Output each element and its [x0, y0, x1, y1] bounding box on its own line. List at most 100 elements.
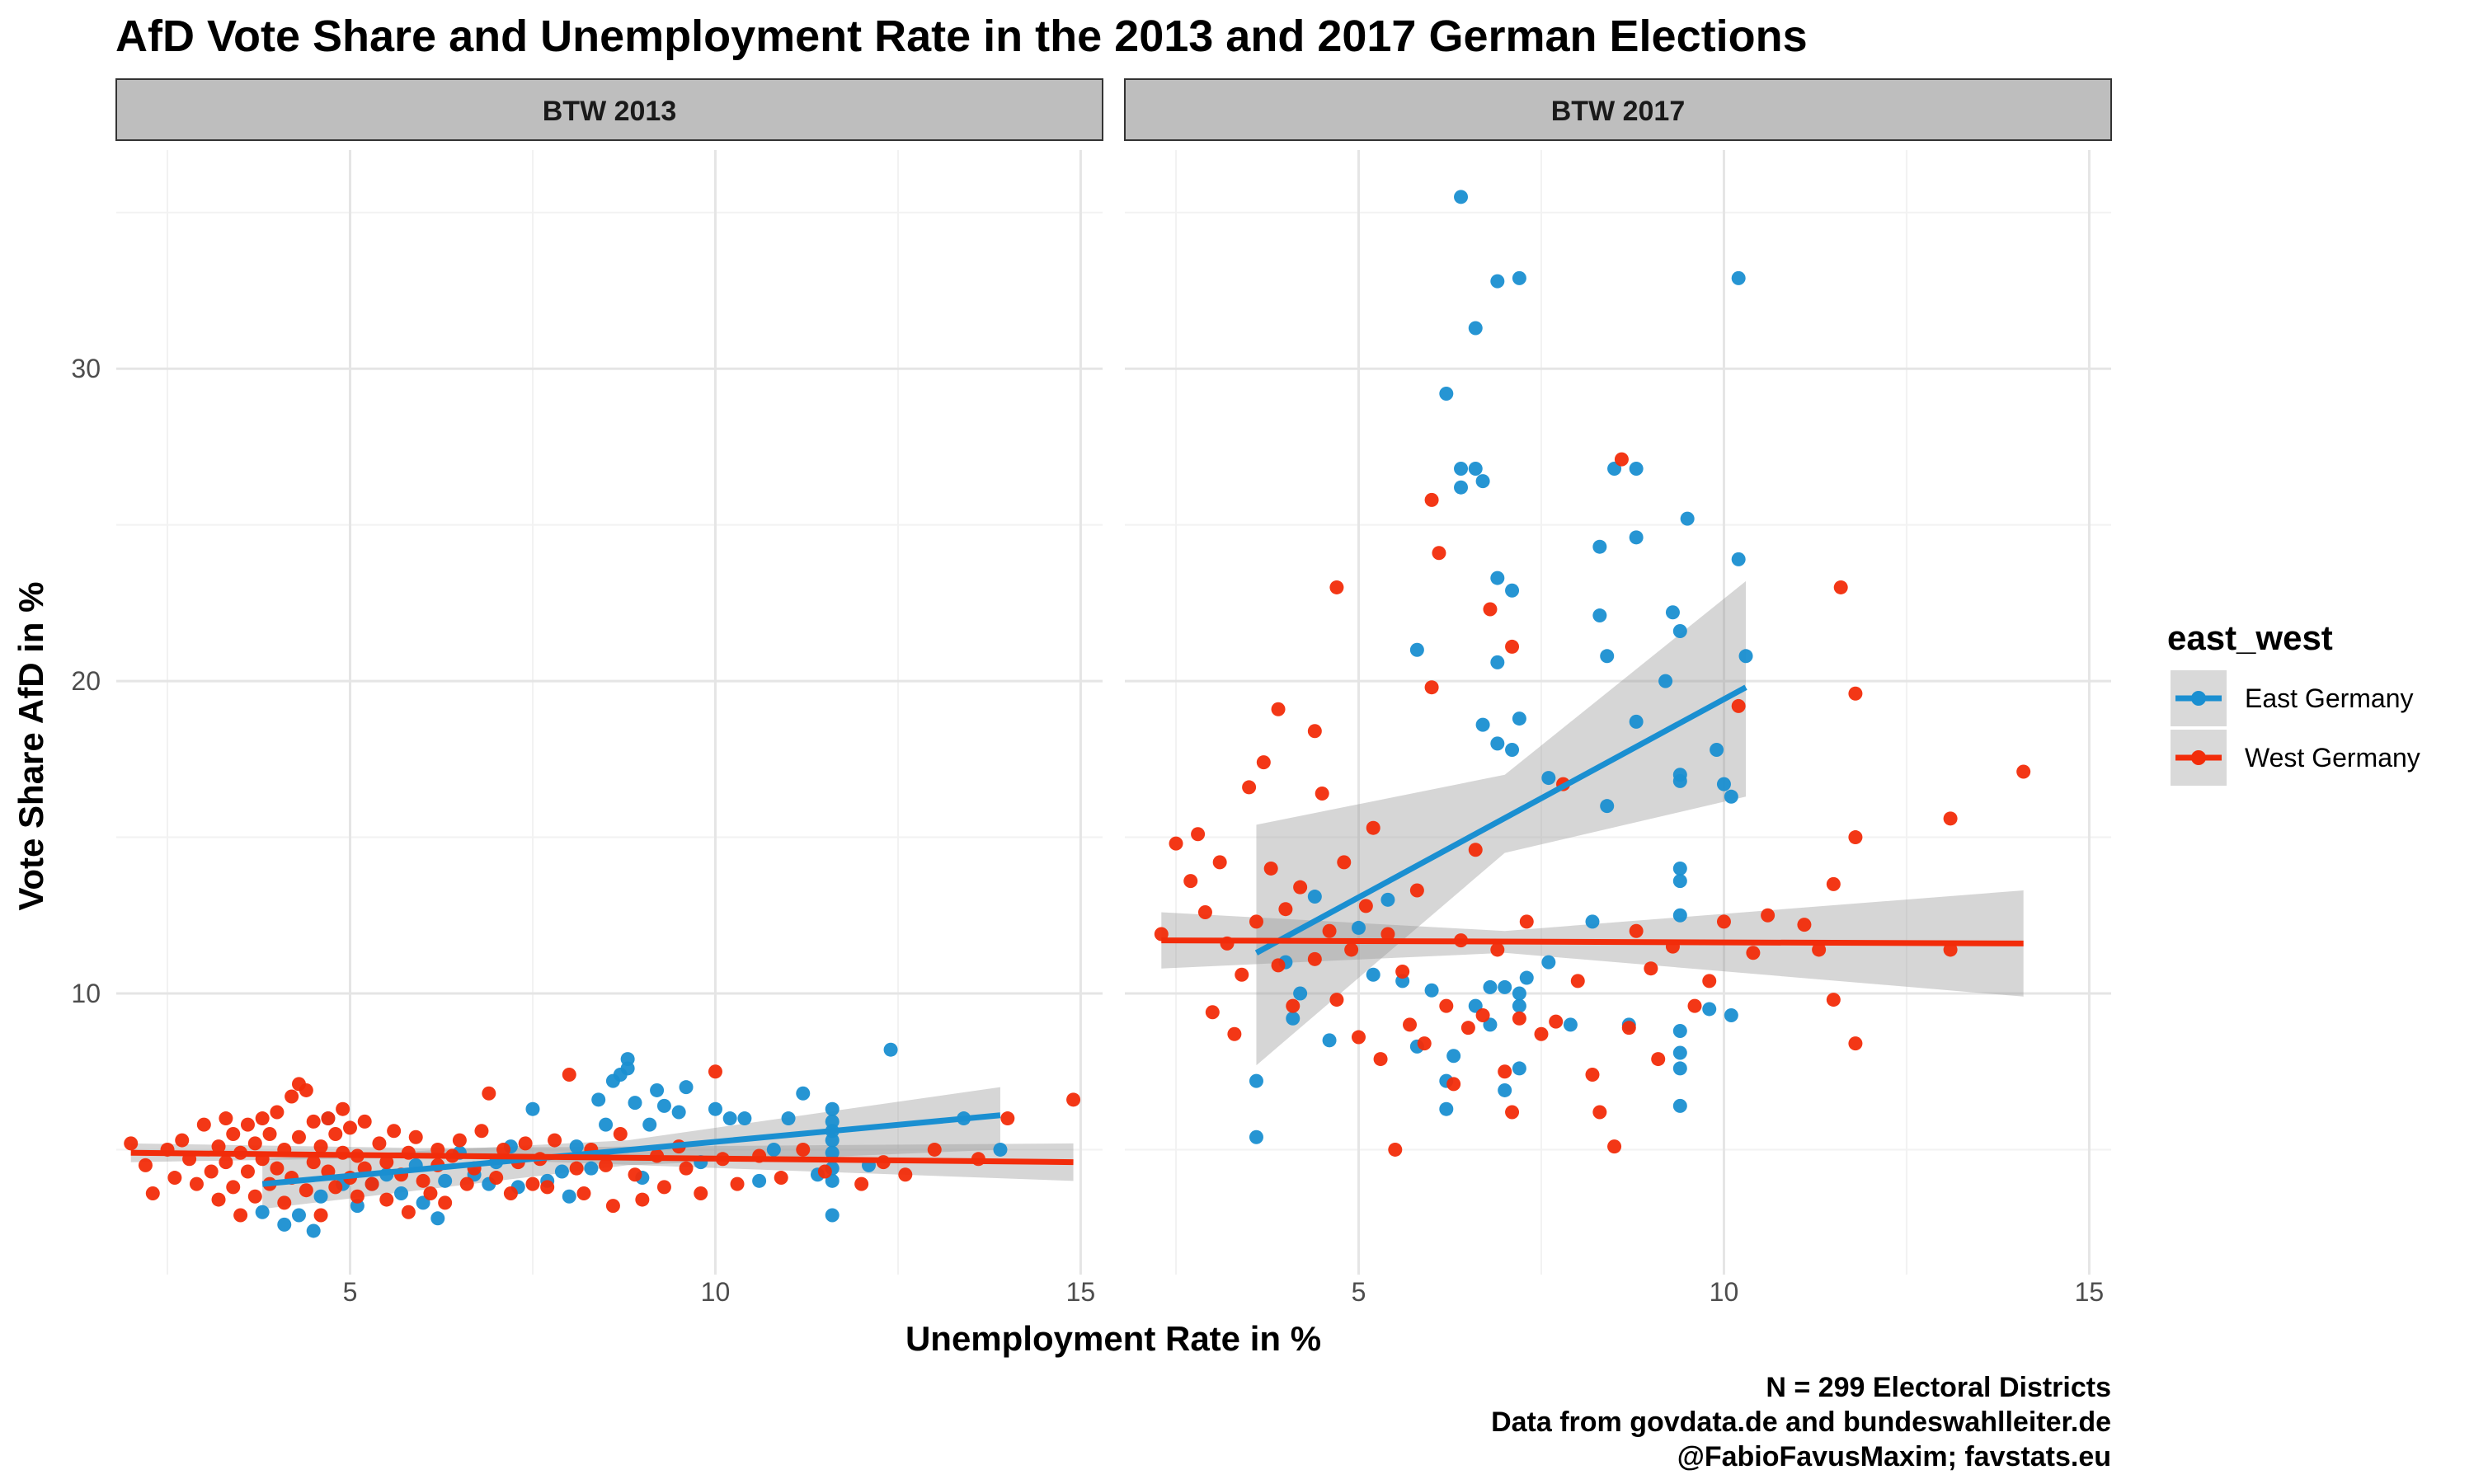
point-west-germany-btw-2013 [599, 1158, 614, 1172]
point-east-germany-btw-2017 [1249, 1129, 1263, 1144]
point-west-germany-btw-2013 [321, 1111, 336, 1126]
point-west-germany-btw-2017 [1826, 993, 1841, 1007]
point-east-germany-btw-2017 [1541, 955, 1556, 970]
point-east-germany-btw-2017 [1468, 321, 1483, 336]
point-west-germany-btw-2017 [1271, 702, 1286, 716]
legend-dot-west-germany [2191, 750, 2206, 765]
x-ticks-btw-2017: 5 10 15 [1352, 1277, 2105, 1307]
point-west-germany-btw-2013 [291, 1129, 306, 1144]
point-east-germany-btw-2017 [1672, 768, 1687, 782]
point-west-germany-btw-2017 [1797, 918, 1812, 932]
caption-line-1: N = 299 Electoral Districts [1766, 1372, 2111, 1403]
point-east-germany-btw-2013 [313, 1189, 328, 1204]
point-west-germany-btw-2017 [1388, 1142, 1403, 1157]
point-east-germany-btw-2017 [1629, 461, 1644, 476]
x-axis-title: Unemployment Rate in % [905, 1319, 1321, 1358]
point-west-germany-btw-2017 [1373, 1052, 1388, 1067]
point-west-germany-btw-2013 [796, 1142, 811, 1157]
point-east-germany-btw-2017 [1293, 986, 1308, 1001]
point-east-germany-btw-2017 [1563, 1017, 1578, 1032]
point-east-germany-btw-2017 [1490, 571, 1505, 585]
point-west-germany-btw-2017 [1943, 811, 1958, 826]
point-west-germany-btw-2013 [774, 1171, 788, 1186]
point-west-germany-btw-2013 [459, 1176, 474, 1191]
point-west-germany-btw-2013 [1066, 1092, 1081, 1107]
point-west-germany-btw-2013 [656, 1180, 671, 1195]
point-east-germany-btw-2017 [1519, 970, 1534, 985]
point-east-germany-btw-2017 [1286, 1011, 1300, 1026]
point-west-germany-btw-2013 [189, 1176, 204, 1191]
point-west-germany-btw-2013 [350, 1189, 365, 1204]
point-west-germany-btw-2013 [379, 1155, 394, 1170]
point-west-germany-btw-2017 [1468, 843, 1483, 857]
point-west-germany-btw-2013 [328, 1127, 343, 1141]
point-east-germany-btw-2017 [1672, 623, 1687, 638]
point-east-germany-btw-2017 [1512, 711, 1526, 726]
point-west-germany-btw-2017 [1424, 492, 1439, 507]
point-east-germany-btw-2013 [620, 1052, 635, 1067]
y-axis-title: Vote Share AfD in % [12, 581, 50, 910]
point-west-germany-btw-2017 [1307, 951, 1322, 966]
gridlines-btw-2013 [116, 150, 1103, 1275]
panel-btw-2013: BTW 2013 5 10 15 [115, 78, 1103, 1307]
point-west-germany-btw-2013 [365, 1176, 379, 1191]
point-east-germany-btw-2017 [1629, 530, 1644, 545]
point-west-germany-btw-2013 [247, 1136, 262, 1151]
point-east-germany-btw-2017 [1716, 777, 1731, 791]
point-west-germany-btw-2013 [233, 1208, 248, 1223]
point-east-germany-btw-2017 [1380, 892, 1395, 907]
point-east-germany-btw-2013 [650, 1082, 665, 1097]
x-tick-label-5: 5 [1352, 1277, 1366, 1307]
point-west-germany-btw-2013 [854, 1176, 869, 1191]
point-west-germany-btw-2017 [1570, 974, 1585, 989]
point-east-germany-btw-2013 [825, 1114, 840, 1129]
point-west-germany-btw-2013 [336, 1101, 350, 1116]
point-west-germany-btw-2013 [474, 1124, 489, 1139]
point-west-germany-btw-2013 [175, 1133, 190, 1148]
point-west-germany-btw-2017 [1366, 820, 1380, 835]
point-west-germany-btw-2017 [1256, 755, 1271, 770]
point-east-germany-btw-2013 [737, 1111, 752, 1126]
point-west-germany-btw-2013 [277, 1195, 292, 1210]
point-east-germany-btw-2017 [1475, 474, 1490, 489]
point-west-germany-btw-2017 [1644, 961, 1658, 976]
point-west-germany-btw-2013 [898, 1167, 913, 1182]
point-west-germany-btw-2017 [1395, 964, 1410, 979]
point-east-germany-btw-2013 [628, 1096, 642, 1111]
point-east-germany-btw-2017 [1454, 461, 1469, 476]
point-west-germany-btw-2013 [605, 1199, 620, 1214]
point-west-germany-btw-2017 [1826, 876, 1841, 891]
point-east-germany-btw-2013 [708, 1101, 722, 1116]
point-east-germany-btw-2017 [1490, 736, 1505, 751]
point-east-germany-btw-2017 [1446, 1049, 1461, 1064]
point-west-germany-btw-2013 [387, 1124, 402, 1139]
point-east-germany-btw-2017 [1498, 1082, 1512, 1097]
point-east-germany-btw-2017 [1512, 270, 1526, 285]
point-west-germany-btw-2017 [1549, 1014, 1564, 1029]
x-tick-label-10: 10 [1710, 1277, 1739, 1307]
caption: N = 299 Electoral Districts Data from go… [1491, 1372, 2111, 1472]
trend-line-west-germany-btw-2017 [1161, 937, 2024, 946]
point-west-germany-btw-2013 [503, 1186, 518, 1200]
point-west-germany-btw-2013 [211, 1192, 226, 1207]
point-west-germany-btw-2013 [452, 1133, 467, 1148]
point-west-germany-btw-2017 [1439, 998, 1454, 1013]
strip-background-btw-2013 [115, 78, 1103, 141]
point-west-germany-btw-2017 [1943, 942, 1958, 957]
point-east-germany-btw-2017 [1351, 920, 1366, 935]
point-west-germany-btw-2013 [927, 1142, 942, 1157]
point-west-germany-btw-2017 [1812, 942, 1827, 957]
point-west-germany-btw-2013 [708, 1064, 722, 1079]
point-west-germany-btw-2017 [1197, 904, 1212, 919]
point-west-germany-btw-2017 [1403, 1017, 1418, 1032]
point-west-germany-btw-2017 [1358, 899, 1373, 913]
point-west-germany-btw-2017 [1205, 1005, 1220, 1020]
point-west-germany-btw-2013 [167, 1171, 182, 1186]
point-east-germany-btw-2013 [825, 1101, 840, 1116]
point-east-germany-btw-2017 [1512, 986, 1526, 1001]
point-west-germany-btw-2013 [299, 1183, 313, 1198]
point-east-germany-btw-2017 [1672, 1023, 1687, 1038]
point-west-germany-btw-2017 [1191, 827, 1206, 842]
point-east-germany-btw-2017 [1680, 511, 1695, 526]
point-west-germany-btw-2017 [1286, 998, 1300, 1013]
